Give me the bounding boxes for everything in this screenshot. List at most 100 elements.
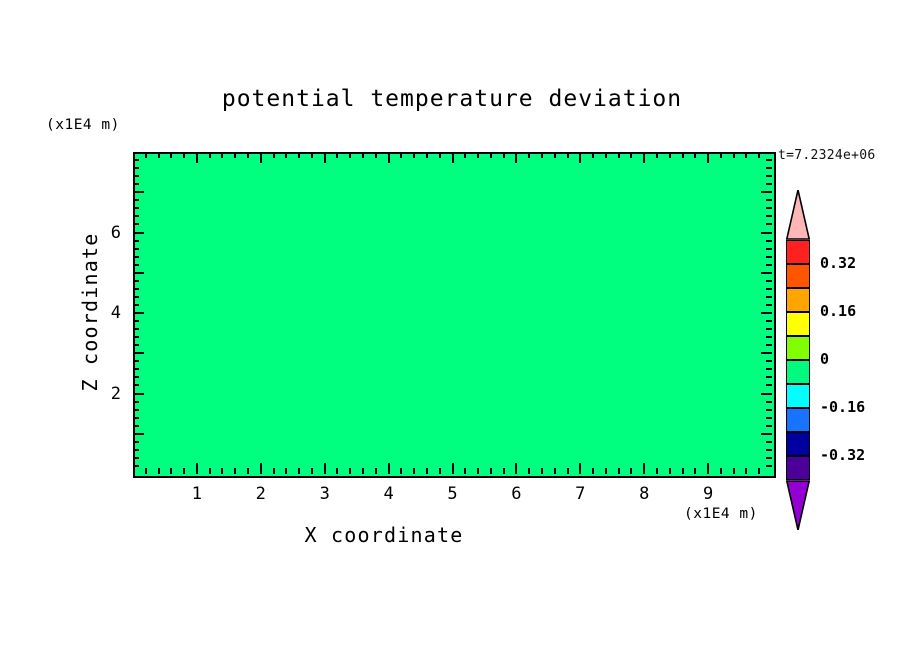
- x-major-tick-top: [515, 152, 518, 163]
- x-minor-tick-top: [157, 152, 160, 158]
- x-minor-tick-top: [540, 152, 543, 158]
- x-tick-label: 7: [575, 484, 586, 504]
- y-tick-label: 6: [110, 222, 121, 243]
- colorbar: 0.32 0.16 0 -0.16 -0.32: [786, 190, 865, 530]
- x-axis-title: X coordinate: [304, 523, 464, 547]
- contour-field: [135, 154, 774, 476]
- x-minor-tick: [221, 468, 224, 474]
- y-minor-tick: [133, 287, 139, 290]
- x-minor-tick: [732, 468, 735, 474]
- y-major-tick-right: [761, 231, 772, 234]
- x-minor-tick-top: [719, 152, 722, 158]
- x-tick-label: 5: [447, 484, 458, 504]
- x-tick-label: 6: [511, 484, 522, 504]
- y-minor-tick: [133, 255, 139, 258]
- x-minor-tick-top: [438, 152, 441, 158]
- x-minor-tick-top: [604, 152, 607, 158]
- y-minor-tick: [133, 175, 139, 178]
- y-minor-tick: [133, 183, 139, 186]
- x-minor-tick-top: [208, 152, 211, 158]
- x-major-tick-top: [259, 152, 262, 163]
- x-minor-tick-top: [425, 152, 428, 158]
- x-minor-tick: [157, 468, 160, 474]
- y-minor-tick: [133, 416, 139, 419]
- x-minor-tick: [298, 468, 301, 474]
- x-tick-label: 8: [639, 484, 650, 504]
- colorbar-band: [786, 240, 810, 264]
- x-major-tick-top: [451, 152, 454, 163]
- x-minor-tick-top: [592, 152, 595, 158]
- colorbar-band: [786, 408, 810, 432]
- x-tick-label: 4: [383, 484, 394, 504]
- x-minor-tick-top: [170, 152, 173, 158]
- x-minor-tick-top: [464, 152, 467, 158]
- x-tick-label: 9: [702, 484, 714, 504]
- x-minor-tick-top: [630, 152, 633, 158]
- x-minor-tick: [208, 468, 211, 474]
- y-minor-tick: [133, 344, 139, 347]
- y-major-tick-right: [761, 191, 772, 194]
- x-major-tick-top: [579, 152, 582, 163]
- x-minor-tick-top: [655, 152, 658, 158]
- colorbar-under-arrow: [786, 480, 810, 530]
- x-tick-label: 2: [255, 484, 266, 504]
- x-minor-tick: [144, 468, 147, 474]
- x-minor-tick: [566, 468, 569, 474]
- x-axis-units-label: (x1E4 m): [684, 506, 758, 522]
- y-minor-tick-right: [766, 328, 772, 331]
- x-major-tick: [579, 463, 582, 474]
- y-minor-tick: [133, 263, 139, 266]
- y-tick-label: 2: [110, 383, 121, 404]
- x-minor-tick: [719, 468, 722, 474]
- x-minor-tick-top: [732, 152, 735, 158]
- y-minor-tick: [133, 440, 139, 443]
- y-minor-tick: [133, 159, 139, 162]
- colorbar-band: [786, 264, 810, 288]
- y-major-tick: [133, 231, 144, 234]
- x-minor-tick-top: [681, 152, 684, 158]
- colorbar-tick-label: 0.32: [820, 254, 857, 272]
- y-minor-tick-right: [766, 183, 772, 186]
- y-minor-tick: [133, 336, 139, 339]
- colorbar-tick-label: -0.32: [820, 446, 866, 464]
- x-major-tick-top: [707, 152, 710, 163]
- colorbar-tick-label: -0.16: [820, 398, 866, 416]
- y-minor-tick: [133, 456, 139, 459]
- y-minor-tick-right: [766, 239, 772, 242]
- x-minor-tick: [464, 468, 467, 474]
- x-tick-label: 3: [319, 484, 330, 504]
- y-minor-tick: [133, 320, 139, 323]
- x-major-tick: [387, 463, 390, 474]
- y-major-tick: [133, 432, 144, 435]
- y-major-tick: [133, 271, 144, 274]
- x-minor-tick: [630, 468, 633, 474]
- y-minor-tick: [133, 464, 139, 467]
- x-minor-tick-top: [272, 152, 275, 158]
- y-major-tick-right: [761, 271, 772, 274]
- y-minor-tick-right: [766, 400, 772, 403]
- x-minor-tick: [285, 468, 288, 474]
- x-minor-tick-top: [374, 152, 377, 158]
- x-minor-tick: [617, 468, 620, 474]
- x-minor-tick-top: [336, 152, 339, 158]
- x-minor-tick-top: [694, 152, 697, 158]
- y-minor-tick: [133, 400, 139, 403]
- x-minor-tick: [758, 468, 761, 474]
- y-minor-tick: [133, 215, 139, 218]
- x-minor-tick: [247, 468, 250, 474]
- y-minor-tick: [133, 199, 139, 202]
- x-minor-tick: [349, 468, 352, 474]
- x-minor-tick-top: [362, 152, 365, 158]
- y-minor-tick-right: [766, 336, 772, 339]
- x-major-tick: [195, 463, 198, 474]
- time-annotation: t=7.2324e+06: [778, 148, 876, 163]
- colorbar-band: [786, 336, 810, 360]
- x-major-tick: [259, 463, 262, 474]
- x-minor-tick-top: [502, 152, 505, 158]
- y-minor-tick: [133, 279, 139, 282]
- page-title: potential temperature deviation: [221, 86, 683, 112]
- x-minor-tick: [528, 468, 531, 474]
- x-minor-tick: [477, 468, 480, 474]
- x-minor-tick: [425, 468, 428, 474]
